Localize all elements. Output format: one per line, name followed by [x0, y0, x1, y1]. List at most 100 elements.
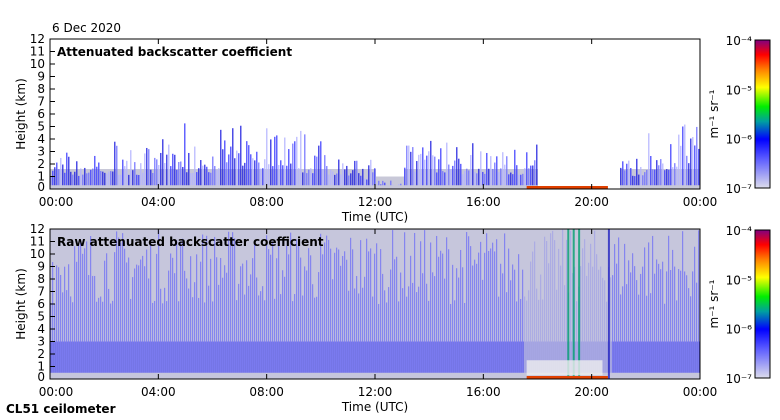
- backscatter-column: [194, 146, 196, 186]
- backscatter-column: [308, 248, 310, 373]
- backscatter-column: [284, 276, 286, 373]
- noise-column: [586, 229, 588, 379]
- backscatter-column: [346, 259, 348, 373]
- backscatter-column: [120, 242, 122, 373]
- backscatter-column: [468, 170, 470, 186]
- backscatter-column: [516, 341, 518, 373]
- backscatter-column: [450, 303, 452, 373]
- backscatter-column: [88, 275, 90, 373]
- backscatter-column: [334, 252, 336, 373]
- backscatter-column: [174, 154, 176, 186]
- backscatter-column: [112, 171, 114, 186]
- backscatter-column: [124, 341, 126, 373]
- backscatter-column: [206, 235, 208, 373]
- backscatter-column: [142, 172, 144, 186]
- backscatter-column: [654, 169, 656, 186]
- backscatter-column: [424, 159, 426, 186]
- backscatter-column: [536, 144, 538, 186]
- noise-column: [566, 229, 568, 379]
- backscatter-column: [382, 341, 384, 373]
- backscatter-column: [426, 283, 428, 373]
- backscatter-column: [580, 266, 582, 373]
- backscatter-column: [230, 146, 232, 186]
- backscatter-column: [652, 169, 654, 186]
- backscatter-column: [368, 165, 370, 186]
- backscatter-column: [636, 341, 638, 373]
- backscatter-column: [324, 242, 326, 373]
- backscatter-column: [540, 341, 542, 373]
- backscatter-column: [230, 242, 232, 373]
- backscatter-column: [590, 243, 592, 373]
- backscatter-column: [422, 341, 424, 373]
- backscatter-column: [286, 245, 288, 373]
- backscatter-column: [134, 341, 136, 373]
- backscatter-column: [228, 231, 230, 373]
- noise-column: [558, 229, 560, 379]
- colorbar: 10⁻⁷ 10⁻⁶ 10⁻⁵ 10⁻⁴ m⁻¹ sr⁻¹: [707, 34, 771, 196]
- backscatter-column: [220, 129, 222, 186]
- backscatter-column: [246, 341, 248, 373]
- noise-column: [528, 229, 530, 379]
- backscatter-column: [624, 341, 626, 373]
- backscatter-column: [182, 166, 184, 186]
- backscatter-column: [162, 341, 164, 373]
- backscatter-column: [404, 341, 406, 373]
- rain-gap: [526, 360, 603, 376]
- backscatter-column: [68, 156, 70, 186]
- backscatter-column: [614, 244, 616, 373]
- backscatter-column: [302, 341, 304, 373]
- backscatter-column: [454, 341, 456, 373]
- colorbar-tick-label: 10⁻⁷: [726, 372, 753, 386]
- noise-column: [602, 229, 604, 379]
- backscatter-column: [126, 160, 128, 186]
- backscatter-column: [398, 301, 400, 373]
- noise-column: [588, 229, 590, 379]
- backscatter-column: [668, 169, 670, 186]
- backscatter-column: [150, 341, 152, 373]
- backscatter-column: [336, 173, 338, 186]
- backscatter-column: [150, 169, 152, 186]
- backscatter-column: [640, 166, 642, 186]
- backscatter-column: [462, 267, 464, 373]
- backscatter-column: [86, 241, 88, 373]
- backscatter-column: [360, 175, 362, 186]
- backscatter-column: [76, 161, 78, 186]
- surface-signal: [376, 176, 378, 189]
- backscatter-column: [458, 158, 460, 186]
- backscatter-column: [674, 341, 676, 373]
- backscatter-column: [594, 341, 596, 373]
- backscatter-column: [620, 294, 622, 373]
- backscatter-column: [122, 341, 124, 373]
- backscatter-column: [140, 341, 142, 373]
- backscatter-column: [232, 341, 234, 373]
- backscatter-column: [482, 279, 484, 373]
- backscatter-column: [462, 341, 464, 373]
- backscatter-column: [476, 263, 478, 373]
- backscatter-column: [540, 274, 542, 373]
- backscatter-column: [390, 180, 392, 186]
- backscatter-column: [410, 255, 412, 373]
- backscatter-column: [476, 341, 478, 373]
- x-tick-label: 12:00: [358, 195, 393, 209]
- backscatter-column: [52, 262, 54, 373]
- backscatter-column: [74, 246, 76, 373]
- backscatter-column: [638, 174, 640, 186]
- y-tick-label: 10: [30, 247, 45, 261]
- backscatter-column: [158, 165, 160, 186]
- backscatter-column: [108, 288, 110, 373]
- backscatter-column: [516, 301, 518, 373]
- backscatter-column: [680, 270, 682, 373]
- backscatter-column: [614, 341, 616, 373]
- backscatter-column: [236, 150, 238, 186]
- backscatter-column: [174, 273, 176, 373]
- backscatter-column: [62, 164, 64, 186]
- backscatter-column: [600, 266, 602, 373]
- backscatter-column: [552, 230, 554, 373]
- backscatter-column: [164, 287, 166, 373]
- backscatter-column: [658, 263, 660, 373]
- backscatter-column: [210, 341, 212, 373]
- backscatter-column: [442, 341, 444, 373]
- backscatter-column: [676, 166, 678, 186]
- backscatter-column: [118, 341, 120, 373]
- backscatter-column: [50, 341, 52, 373]
